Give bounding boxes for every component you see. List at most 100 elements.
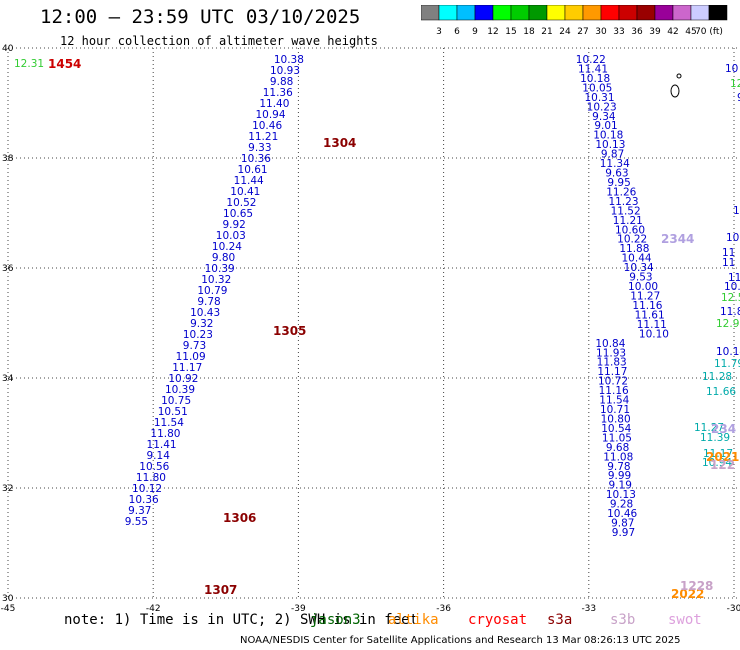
y-tick-label: 30	[2, 594, 14, 604]
edge-wave-label: 10.94	[702, 457, 732, 469]
wave-height-label: 10.18	[593, 130, 623, 142]
wave-height-label: 10.39	[165, 384, 195, 396]
wave-height-label: 9.14	[147, 450, 171, 462]
colorbar-label: 18	[523, 27, 535, 37]
satellite-legend-item: s3b	[610, 612, 636, 628]
edge-wave-label: 11.27	[694, 422, 724, 434]
edge-wave-label: 11.2	[728, 272, 740, 284]
pass-time-label: 234	[711, 422, 736, 436]
wave-height-label: 10.12	[132, 483, 162, 495]
wave-height-label: 11.61	[635, 309, 665, 321]
wave-height-label: 10.80	[601, 413, 631, 425]
wave-height-label: 11.05	[602, 432, 632, 444]
edge-wave-label: 11.8	[720, 306, 740, 318]
edge-wave-label: 11.39	[700, 432, 730, 444]
wave-height-label: 10.93	[270, 65, 300, 77]
wave-height-label: 10.56	[139, 461, 169, 473]
colorbar-label: 3	[436, 27, 442, 37]
wave-height-label: 10.52	[226, 197, 256, 209]
wave-height-label: 9.33	[248, 142, 271, 154]
wave-height-label: 9.80	[212, 252, 235, 264]
wave-height-label: 11.93	[596, 347, 626, 359]
wave-height-label: 10.23	[587, 101, 617, 113]
wave-height-label: 9.68	[606, 442, 629, 454]
edge-wave-label: 11.17	[703, 448, 733, 460]
colorbar-legend: 3 6 9 12 15 18 21 24 27 30 33 36 39 42 45 70 (ft)	[420, 4, 731, 37]
wave-height-label: 10.39	[205, 263, 235, 275]
wave-height-label: 10.38	[274, 54, 304, 66]
wave-height-label: 11.08	[603, 451, 633, 463]
colorbar-label: 9	[472, 27, 478, 37]
note-text: note: 1) Time is in UTC; 2) SWH is in fe…	[64, 612, 419, 628]
wave-height-label: 10.24	[212, 241, 242, 253]
pass-time-label: 1305	[273, 324, 306, 338]
edge-wave-label: 1	[733, 205, 740, 217]
wave-height-label: 10.22	[617, 234, 647, 246]
x-tick-label: -45	[1, 604, 16, 614]
wave-height-label: 10.36	[241, 153, 271, 165]
wave-height-label: 11.80	[150, 428, 180, 440]
wave-height-label: 9.37	[128, 505, 151, 517]
wave-height-label: 11.26	[606, 186, 636, 198]
x-tick-label: -30	[727, 604, 740, 614]
colorbar-label: 21	[541, 27, 553, 37]
wave-height-label: 10.10	[639, 328, 669, 340]
page-title: 12:00 – 23:59 UTC 03/10/2025	[40, 6, 361, 28]
edge-wave-label: 10.14	[716, 346, 740, 358]
pass-time-label: 1306	[223, 511, 256, 525]
edge-wave-label: 11.28	[702, 371, 732, 383]
colorbar-label: 39	[649, 27, 661, 37]
edge-wave-label: 10.7	[724, 281, 740, 293]
x-tick-label: -42	[146, 604, 161, 614]
wave-height-label: 9.87	[611, 518, 634, 530]
wave-height-label: 11.36	[263, 87, 293, 99]
x-tick-label: -39	[291, 604, 306, 614]
satellite-legend-item: jason3	[310, 612, 361, 628]
wave-height-label: 9.92	[222, 219, 245, 231]
wave-height-label: 11.21	[248, 131, 278, 143]
edge-wave-label: 10	[725, 63, 738, 75]
edge-wave-label: 12.31	[14, 58, 44, 70]
altimeter-track-2: 10.2211.4110.1810.0510.3110.239.349.0110…	[576, 54, 669, 539]
wave-height-label: 10.75	[161, 395, 191, 407]
colorbar-label: 15	[505, 27, 517, 37]
wave-height-label: 11.41	[578, 63, 608, 75]
wave-height-label: 10.34	[624, 262, 654, 274]
wave-height-label: 10.13	[606, 489, 636, 501]
colorbar-label: 27	[577, 27, 589, 37]
wave-height-label: 9.01	[594, 120, 617, 132]
contour-marks	[670, 73, 682, 98]
wave-height-label: 9.99	[608, 470, 631, 482]
wave-height-label: 10.92	[168, 373, 198, 385]
wave-height-label: 10.31	[584, 92, 614, 104]
wave-height-label: 11.41	[147, 439, 177, 451]
edge-wave-label: 12	[730, 78, 740, 90]
edge-wave-label: 12.5	[721, 292, 740, 304]
contour-ellipse	[670, 84, 680, 98]
pass-time-label: 1454	[48, 57, 81, 71]
wave-height-label: 10.51	[158, 406, 188, 418]
wave-height-label: 11.16	[632, 300, 662, 312]
wave-height-label: 9.78	[607, 461, 630, 473]
wave-height-label: 10.03	[216, 230, 246, 242]
wave-height-label: 10.46	[252, 120, 282, 132]
wave-height-label: 9.53	[629, 272, 652, 284]
wave-height-label: 11.44	[234, 175, 264, 187]
pass-time-label: 1228	[680, 579, 713, 593]
wave-height-label: 11.17	[597, 366, 627, 378]
footer-credit: NOAA/NESDIS Center for Satellite Applica…	[240, 635, 681, 646]
colorbar-swatch	[708, 4, 728, 21]
wave-height-label: 11.52	[611, 205, 641, 217]
pass-time-label: 1304	[323, 136, 356, 150]
colorbar-swatches	[420, 4, 728, 21]
wave-height-label: 10.65	[223, 208, 253, 220]
wave-height-label: 9.19	[609, 480, 632, 492]
wave-height-label: 10.60	[615, 224, 645, 236]
wave-height-label: 10.05	[582, 82, 612, 94]
colorbar-label: 30	[595, 27, 607, 37]
y-tick-label: 38	[2, 154, 14, 164]
altimeter-track-1: 10.3810.939.8811.3611.4010.9410.4611.219…	[125, 54, 304, 528]
wave-height-label: 10.36	[129, 494, 159, 506]
edge-wave-label: 11.79	[714, 358, 740, 370]
